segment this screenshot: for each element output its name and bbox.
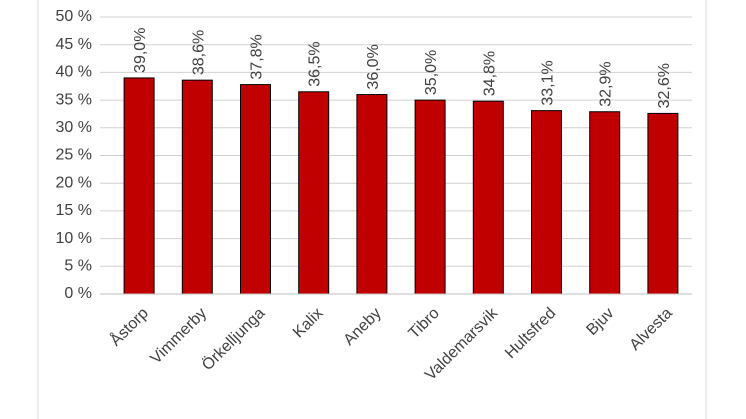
x-tick-label: Aneby (341, 305, 385, 349)
x-tick-label: Åstorp (106, 303, 152, 349)
y-tick-label: 5 % (64, 258, 92, 275)
y-tick-label: 15 % (56, 202, 92, 219)
y-tick-label: 20 % (56, 174, 92, 191)
value-label: 35,0% (423, 50, 440, 95)
value-label: 34,8% (481, 51, 498, 96)
value-label: 37,8% (249, 34, 266, 79)
y-tick-label: 25 % (56, 147, 92, 164)
value-label: 33,1% (540, 60, 557, 105)
x-tick-label: Kalix (290, 305, 327, 342)
y-tick-label: 10 % (56, 230, 92, 247)
value-label: 32,9% (598, 61, 615, 106)
x-tick-label: Hultsfred (502, 305, 559, 362)
bar (240, 84, 271, 295)
x-tick-label: Örkelljunga (198, 304, 268, 374)
x-tick-label: Alvesta (627, 305, 676, 354)
y-tick-label: 45 % (56, 36, 92, 53)
bar (356, 94, 388, 295)
x-tick-label: Bjuv (583, 305, 617, 339)
value-label: 36,0% (365, 44, 382, 89)
bar (647, 112, 679, 295)
bar (414, 99, 446, 295)
value-label: 36,5% (307, 41, 324, 86)
bar (531, 110, 562, 295)
x-tick-label: Tibro (406, 305, 443, 342)
y-tick-label: 50 % (56, 8, 92, 25)
bar (181, 79, 213, 295)
x-tick-label: Vimmerby (147, 305, 210, 368)
value-label: 32,6% (656, 63, 673, 108)
y-tick-label: 30 % (56, 119, 92, 136)
y-tick-label: 35 % (56, 91, 92, 108)
bar (298, 91, 330, 295)
y-tick-label: 40 % (56, 64, 92, 81)
value-label: 39,0% (132, 28, 149, 73)
value-label: 38,6% (190, 30, 207, 75)
bar (589, 111, 621, 295)
bar (123, 77, 155, 295)
bar (472, 100, 504, 295)
y-tick-label: 0 % (64, 285, 92, 302)
